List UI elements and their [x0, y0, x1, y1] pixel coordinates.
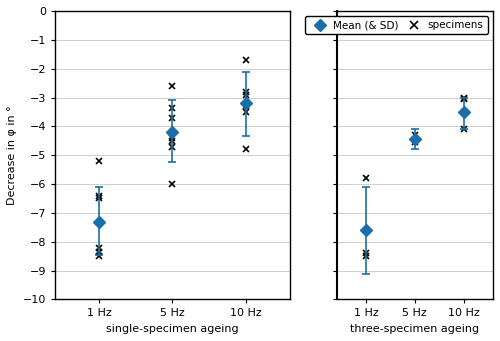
- Legend: Mean (& SD), specimens: Mean (& SD), specimens: [305, 16, 488, 34]
- X-axis label: three-specimen ageing: three-specimen ageing: [350, 324, 480, 334]
- X-axis label: single-specimen ageing: single-specimen ageing: [106, 324, 238, 334]
- Y-axis label: Decrease in φ in °: Decrease in φ in °: [7, 105, 17, 205]
